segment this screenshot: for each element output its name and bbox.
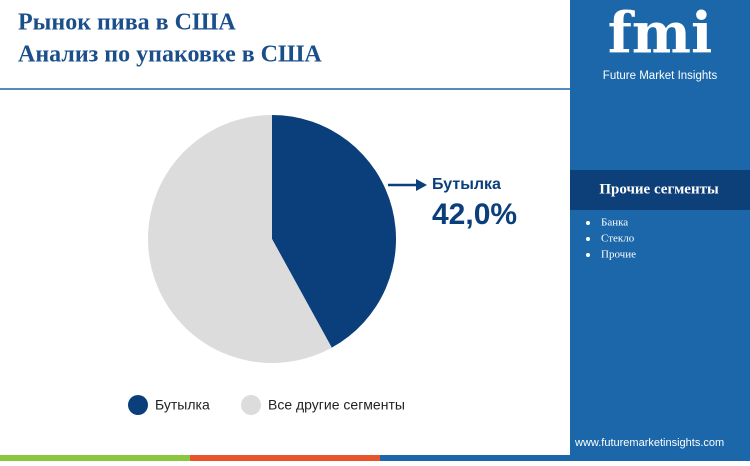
callout-value: 42,0% xyxy=(432,198,517,231)
list-item: Банка xyxy=(601,217,628,229)
callout-arrowhead xyxy=(416,179,427,191)
pie-slice xyxy=(272,115,396,348)
url: www.futuremarketinsights.com xyxy=(574,437,724,449)
footer-strip xyxy=(190,455,380,461)
footer-strip xyxy=(380,455,570,461)
list-bullet xyxy=(586,253,590,257)
sidebar-heading-bg xyxy=(570,170,750,210)
logo: fmi xyxy=(608,1,713,67)
chart-title: Рынок пива в США xyxy=(18,10,236,36)
legend-label: Бутылка xyxy=(155,397,210,413)
list-bullet xyxy=(586,237,590,241)
chart-subtitle: Анализ по упаковке в США xyxy=(18,42,322,68)
legend-swatch xyxy=(241,395,261,415)
sidebar-heading: Прочие сегменты xyxy=(599,181,719,197)
legend-label: Все другие сегменты xyxy=(268,397,405,413)
footer-strip xyxy=(0,455,190,461)
brand: Future Market Insights xyxy=(603,70,718,82)
list-bullet xyxy=(586,221,590,225)
list-item: Прочие xyxy=(601,249,636,261)
pie-slice xyxy=(147,115,332,364)
legend-swatch xyxy=(128,395,148,415)
sidebar xyxy=(570,0,750,461)
list-item: Стекло xyxy=(601,233,635,245)
callout-label: Бутылка xyxy=(432,176,501,193)
